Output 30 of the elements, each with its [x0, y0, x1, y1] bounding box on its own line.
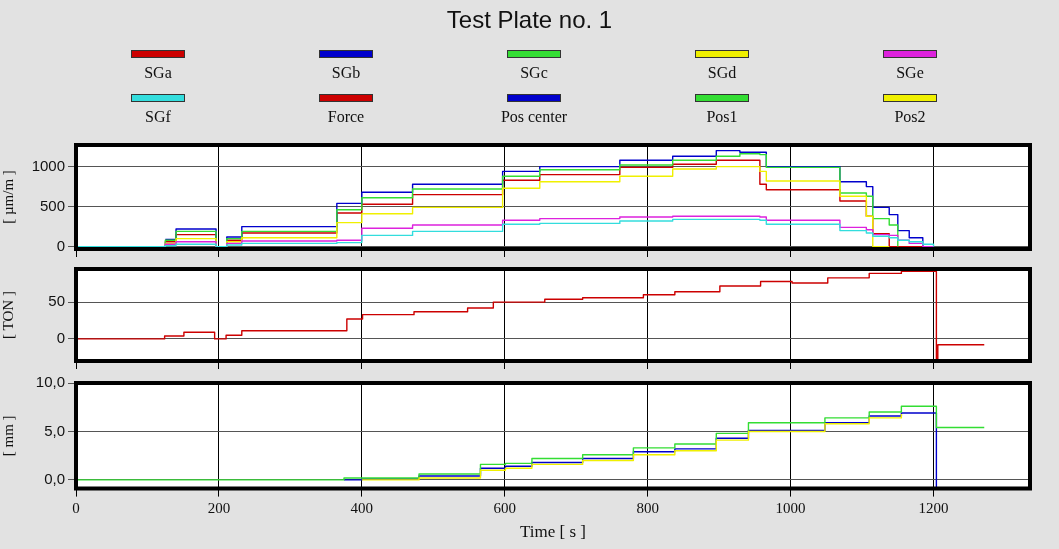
legend-label: SGf — [145, 108, 171, 126]
legend-label: SGa — [144, 64, 172, 82]
y-tick-label: 500 — [39, 196, 65, 214]
y-tick-label: 50 — [48, 292, 65, 310]
y-tick-label: 0,0 — [44, 470, 65, 488]
y-tick-label: 1000 — [31, 156, 65, 174]
x-tick-label: 200 — [207, 499, 231, 516]
legend-label: Pos1 — [706, 108, 738, 126]
y-tick-label: 5,0 — [44, 421, 65, 439]
y-tick-label: 0 — [56, 329, 65, 347]
x-tick-label: 1000 — [775, 499, 806, 516]
y-axis-title: [ TON ] — [0, 291, 16, 339]
legend-label: SGe — [896, 64, 924, 82]
y-tick-label: 0 — [56, 236, 65, 254]
x-tick-label: 400 — [350, 499, 374, 516]
y-axis-title: [ µm/m ] — [0, 170, 16, 224]
legend-label: Pos center — [500, 108, 568, 126]
y-axis-title: [ mm ] — [0, 415, 16, 457]
x-tick-label: 600 — [493, 499, 517, 516]
x-axis-title: Time [ s ] — [520, 522, 586, 542]
y-tick-label: 10,0 — [35, 373, 65, 391]
legend-label: SGc — [520, 64, 548, 82]
legend-label: Pos2 — [894, 108, 926, 126]
x-tick-label: 0 — [72, 499, 80, 516]
legend-label: SGb — [331, 64, 361, 82]
chart-title: Test Plate no. 1 — [445, 6, 614, 34]
x-tick-label: 800 — [636, 499, 659, 516]
legend-label: Force — [327, 108, 365, 126]
x-tick-label: 1200 — [918, 499, 949, 516]
legend-label: SGd — [707, 64, 737, 82]
